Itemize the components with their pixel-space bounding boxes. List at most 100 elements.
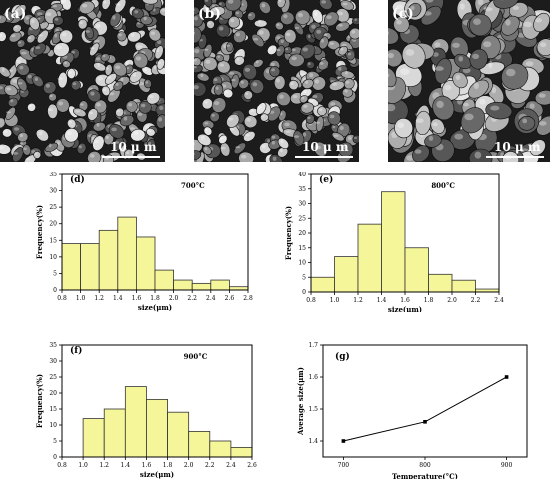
sem-highlight xyxy=(129,127,135,130)
sem-particle xyxy=(206,20,215,29)
sem-highlight xyxy=(302,132,307,137)
sem-particle xyxy=(275,45,285,57)
histogram-bar xyxy=(154,269,175,291)
histogram-bar xyxy=(404,247,429,293)
sem-particle xyxy=(269,65,281,78)
x-tick-label: 1.4 xyxy=(377,297,387,304)
sem-particle xyxy=(87,150,102,162)
sem-particle xyxy=(352,134,359,144)
sem-highlight xyxy=(217,55,220,58)
sem-particle xyxy=(432,95,455,121)
sem-particle xyxy=(142,0,158,5)
sem-highlight xyxy=(72,82,77,86)
sem-highlight xyxy=(0,146,4,150)
sem-particle xyxy=(146,127,156,137)
sem-particle xyxy=(35,128,49,142)
sem-particle xyxy=(22,144,32,156)
sem-particle xyxy=(349,27,359,40)
sem-particle xyxy=(288,53,305,68)
sem-particle xyxy=(31,75,44,87)
y-tick-label: 0 xyxy=(53,287,57,294)
x-tick-label: 1.6 xyxy=(142,462,152,469)
sem-particle xyxy=(12,24,22,33)
histogram-bar xyxy=(310,276,335,293)
sem-particle xyxy=(120,114,135,127)
sem-highlight xyxy=(204,100,208,104)
sem-highlight xyxy=(473,18,481,26)
sem-particle xyxy=(43,81,57,95)
sem-particle xyxy=(12,147,24,162)
sem-particle xyxy=(114,0,127,14)
scale-bar-a xyxy=(102,156,160,158)
plot-area: 0.8 1.0 1.2 1.4 1.6 1.8 2.0 2.2 2.4 2.6 0 5 10 15 20 25… xyxy=(35,342,257,479)
x-tick-label: 2.2 xyxy=(187,295,197,302)
sem-particle xyxy=(17,131,29,143)
sem-highlight xyxy=(307,116,311,120)
sem-highlight xyxy=(89,47,95,50)
sem-highlight xyxy=(251,109,254,113)
sem-particle xyxy=(293,130,305,146)
sem-particle xyxy=(159,7,165,17)
sem-highlight xyxy=(283,14,288,19)
histogram-bar xyxy=(135,236,156,291)
sem-highlight xyxy=(305,80,309,84)
sem-particle xyxy=(7,97,19,108)
sem-highlight xyxy=(464,113,474,121)
sem-highlight xyxy=(425,0,434,3)
sem-highlight xyxy=(276,48,281,52)
series-line xyxy=(343,376,507,442)
sem-highlight xyxy=(326,15,332,19)
sem-highlight xyxy=(347,52,351,56)
sem-particle xyxy=(346,50,356,61)
histogram-900: 0.8 1.0 1.2 1.4 1.6 1.8 2.0 2.2 2.4 2.6 0 5 10 15 20 25… xyxy=(35,342,257,479)
sem-particle xyxy=(146,92,161,105)
sem-particle xyxy=(3,84,18,97)
sem-highlight xyxy=(194,59,197,62)
y-tick-label: 15 xyxy=(49,237,57,244)
histogram-bar xyxy=(80,243,100,291)
histogram-bar xyxy=(124,386,147,458)
y-axis-label: Frequency(%) xyxy=(35,374,44,428)
sem-particle xyxy=(0,117,6,129)
x-tick-label: 1.8 xyxy=(424,297,434,304)
sem-particle xyxy=(87,108,99,121)
sem-particle xyxy=(502,151,520,162)
sem-particle xyxy=(16,63,30,76)
sem-particle xyxy=(104,64,113,76)
sem-highlight xyxy=(90,153,95,158)
sem-particle xyxy=(280,11,295,25)
sem-highlight xyxy=(37,12,43,16)
sem-highlight xyxy=(505,68,516,77)
sem-highlight xyxy=(143,16,147,21)
sem-highlight xyxy=(345,80,350,84)
sem-highlight xyxy=(257,106,262,109)
sem-highlight xyxy=(229,128,235,131)
sem-particle xyxy=(233,142,246,155)
sem-particle xyxy=(146,139,156,153)
sem-particle xyxy=(129,70,143,83)
sem-highlight xyxy=(212,8,218,12)
sem-highlight xyxy=(272,156,277,161)
sem-highlight xyxy=(285,130,291,133)
sem-highlight xyxy=(194,8,195,11)
sem-highlight xyxy=(38,34,44,37)
x-tick-label: 1.6 xyxy=(400,297,410,304)
sem-highlight xyxy=(204,122,209,125)
sem-highlight xyxy=(332,125,336,129)
sem-highlight xyxy=(204,147,208,151)
x-tick-label: 2.6 xyxy=(225,295,235,302)
sem-highlight xyxy=(111,127,117,132)
histogram-bar xyxy=(117,216,137,291)
sem-highlight xyxy=(67,131,72,136)
sem-highlight xyxy=(46,12,52,17)
sem-highlight xyxy=(523,21,533,28)
sem-highlight xyxy=(130,8,134,12)
sem-highlight xyxy=(276,78,280,83)
sem-highlight xyxy=(45,83,51,88)
sem-particle xyxy=(53,42,70,57)
sem-particle xyxy=(201,98,214,110)
sem-particle xyxy=(305,60,315,69)
sem-particle xyxy=(17,77,28,92)
sem-highlight xyxy=(161,8,165,12)
sem-highlight xyxy=(338,66,342,71)
